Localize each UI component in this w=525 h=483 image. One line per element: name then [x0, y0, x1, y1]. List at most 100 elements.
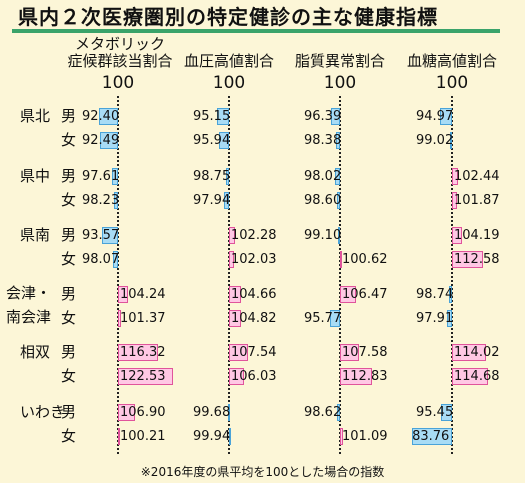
value-label: 104.19: [454, 228, 500, 243]
region-label-line: 会津・: [6, 284, 52, 302]
sex-label: 女: [61, 309, 77, 327]
value-label: 106.03: [231, 369, 277, 384]
value-label: 98.62: [304, 405, 342, 420]
sex-label: 女: [61, 367, 77, 385]
region-label: 会津・ 南会津: [6, 285, 51, 333]
value-label: 101.37: [120, 311, 166, 326]
metric-label-line: 症候群該当割合: [67, 52, 173, 70]
bar: [118, 310, 122, 327]
bar: [219, 132, 229, 149]
bar: [452, 368, 489, 385]
value-label: 92.40: [82, 109, 120, 124]
value-label: 98.02: [304, 169, 342, 184]
bar: [340, 428, 343, 445]
bar: [452, 344, 487, 361]
bar: [446, 310, 452, 327]
footnote: ※2016年度の県平均を100とした場合の指数: [140, 465, 385, 479]
value-label: 93.57: [82, 228, 120, 243]
region-label-line: 南会津: [6, 308, 52, 326]
region-label: 県中: [20, 168, 50, 192]
region-label-line: いわき: [20, 403, 66, 421]
region-label: 相双: [20, 344, 50, 368]
value-label: 104.66: [231, 287, 277, 302]
bar: [118, 404, 135, 421]
baseline-label: 100: [323, 73, 357, 93]
bar: [340, 286, 356, 303]
value-label: 102.03: [231, 252, 277, 267]
bar: [102, 227, 118, 244]
value-label: 98.23: [82, 193, 120, 208]
region-label: 県北: [20, 108, 50, 132]
bar: [229, 368, 244, 385]
bar: [329, 310, 340, 327]
region-label-line: 県南: [20, 226, 51, 244]
title-underline: [12, 29, 500, 33]
bar: [412, 428, 452, 445]
bar: [336, 192, 340, 209]
bar: [113, 192, 118, 209]
value-label: 114.02: [454, 345, 500, 360]
value-label: 95.15: [193, 109, 231, 124]
metric-label-line: 血糖高値割合: [406, 52, 497, 70]
bar: [99, 108, 118, 125]
value-label: 107.58: [342, 345, 388, 360]
chart-title: 県内２次医療圏別の特定健診の主な健康指標: [18, 5, 438, 29]
bar: [452, 251, 483, 268]
value-label: 106.90: [120, 405, 166, 420]
metric-label: 血圧高値割合: [159, 53, 299, 70]
metric-label: 脂質異常割合: [270, 53, 410, 70]
region-label: 県南: [20, 227, 50, 251]
value-label: 114.68: [454, 369, 500, 384]
bar: [229, 251, 234, 268]
bar: [335, 168, 340, 185]
metric-label-line: メタボリック: [74, 35, 165, 53]
value-label: 104.24: [120, 287, 166, 302]
bar: [118, 286, 129, 303]
bar: [449, 132, 452, 149]
value-label: 95.77: [304, 311, 342, 326]
value-label: 100.62: [342, 252, 388, 267]
value-label: 112.83: [342, 369, 388, 384]
sex-label: 男: [61, 167, 77, 185]
bar: [452, 227, 463, 244]
value-label: 83.76: [412, 429, 450, 444]
sex-label: 男: [61, 343, 77, 361]
value-label: 104.82: [231, 311, 277, 326]
bar: [229, 310, 241, 327]
metric-label: 血糖高値割合: [382, 53, 522, 70]
value-label: 95.45: [416, 405, 454, 420]
sex-label: 女: [61, 250, 77, 268]
sex-label: 女: [61, 427, 77, 445]
value-label: 98.38: [304, 133, 342, 148]
baseline-label: 100: [101, 73, 135, 93]
value-label: 98.60: [304, 193, 342, 208]
sex-label: 男: [61, 107, 77, 125]
value-label: 116.32: [120, 345, 166, 360]
bar: [439, 108, 452, 125]
bar: [340, 368, 372, 385]
bar: [448, 286, 452, 303]
baseline-label: 100: [212, 73, 246, 93]
region-label-line: 相双: [20, 343, 51, 361]
bar: [340, 251, 342, 268]
bar: [113, 251, 118, 268]
value-label: 101.09: [342, 429, 388, 444]
value-label: 102.44: [454, 169, 500, 184]
metric-label-line: 脂質異常割合: [294, 52, 385, 70]
bar: [112, 168, 118, 185]
value-label: 98.74: [416, 287, 454, 302]
bar: [229, 344, 248, 361]
value-label: 101.87: [454, 193, 500, 208]
region-label-line: 県中: [20, 167, 51, 185]
value-label: 122.53: [120, 369, 166, 384]
value-label: 97.94: [193, 193, 231, 208]
value-label: 106.47: [342, 287, 388, 302]
bar: [217, 108, 229, 125]
sex-label: 女: [61, 131, 77, 149]
value-label: 97.61: [82, 169, 120, 184]
bar: [225, 168, 229, 185]
sex-label: 男: [61, 285, 77, 303]
value-label: 92.49: [82, 133, 120, 148]
bar: [228, 428, 231, 445]
value-label: 99.02: [416, 133, 454, 148]
